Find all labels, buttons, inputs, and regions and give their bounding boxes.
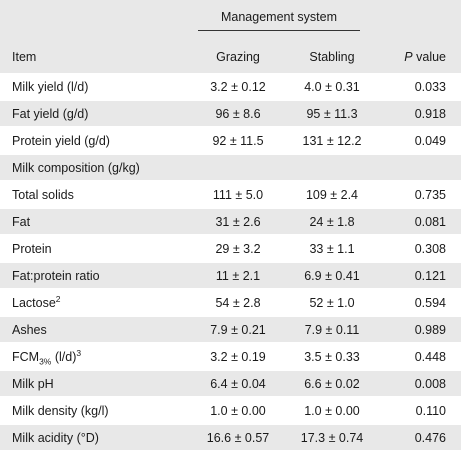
row-item-label: Ashes <box>12 323 47 337</box>
grazing-value: 1.0 ± 0.00 <box>210 404 266 418</box>
table-row: Milk pH 6.4 ± 0.04 6.6 ± 0.02 0.008 <box>0 371 461 397</box>
row-item-text: FCM <box>12 350 40 364</box>
row-item-text: Milk acidity (°D) <box>12 431 99 445</box>
grazing-value: 11 ± 2.1 <box>215 269 261 283</box>
row-item-label: Total solids <box>12 188 74 202</box>
table-row: Milk acidity (°D) 16.6 ± 0.57 17.3 ± 0.74 0… <box>0 425 461 451</box>
row-item-text: Milk density (kg/l) <box>12 404 109 418</box>
p-value: 0.081 <box>414 215 446 229</box>
stabling-value: 6.6 ± 0.02 <box>304 377 360 391</box>
p-value: 0.594 <box>414 296 446 310</box>
row-item-label: Fat yield (g/d) <box>12 107 88 121</box>
row-item-text: Total solids <box>12 188 74 202</box>
table-row: Milk composition (g/kg) <box>0 155 461 181</box>
grazing-value: 29 ± 3.2 <box>215 242 261 256</box>
row-item-text: Fat yield (g/d) <box>12 107 89 121</box>
stabling-value: 3.5 ± 0.33 <box>304 350 360 364</box>
row-item-label: Milk pH <box>12 377 54 391</box>
stabling-value: 6.9 ± 0.41 <box>304 269 360 283</box>
row-item-label: Protein yield (g/d) <box>12 134 110 148</box>
row-item-label: Protein <box>12 242 52 256</box>
row-item-label: Milk yield (l/d) <box>12 80 88 94</box>
p-value-word: value <box>412 50 446 64</box>
stabling-value: 17.3 ± 0.74 <box>300 431 364 445</box>
table-row: Lactose2 54 ± 2.8 52 ± 1.0 0.594 <box>0 290 461 316</box>
p-value: 0.033 <box>414 80 446 94</box>
grazing-column-header: Grazing <box>216 50 260 64</box>
p-value: 0.448 <box>414 350 446 364</box>
grazing-value: 3.2 ± 0.19 <box>210 350 266 364</box>
table-row: Milk yield (l/d) 3.2 ± 0.12 4.0 ± 0.31 0.03… <box>0 74 461 100</box>
table-row: Ashes 7.9 ± 0.21 7.9 ± 0.11 0.989 <box>0 317 461 343</box>
stabling-value: 7.9 ± 0.11 <box>304 323 360 337</box>
p-value: 0.008 <box>414 377 446 391</box>
table-header: Management system Item Grazing Stabling … <box>0 0 461 73</box>
group-header-rule <box>198 30 360 31</box>
stabling-value: 52 ± 1.0 <box>309 296 355 310</box>
p-value: 0.476 <box>414 431 446 445</box>
grazing-value: 16.6 ± 0.57 <box>206 431 270 445</box>
table-row: Protein yield (g/d) 92 ± 11.5 131 ± 12.2 0.… <box>0 128 461 154</box>
grazing-value: 3.2 ± 0.12 <box>210 80 266 94</box>
table-row: Total solids 111 ± 5.0 109 ± 2.4 0.735 <box>0 182 461 208</box>
stabling-value: 24 ± 1.8 <box>309 215 355 229</box>
stabling-column-header: Stabling <box>309 50 355 64</box>
p-value-column-header: P value <box>390 50 446 64</box>
grazing-value: 7.9 ± 0.21 <box>210 323 266 337</box>
row-item-text: Ashes <box>12 323 47 337</box>
table-row: Fat:protein ratio 11 ± 2.1 6.9 ± 0.41 0.121 <box>0 263 461 289</box>
stabling-value: 33 ± 1.1 <box>309 242 355 256</box>
p-value: 0.735 <box>414 188 446 202</box>
p-value: 0.308 <box>414 242 446 256</box>
table-row: Fat 31 ± 2.6 24 ± 1.8 0.081 <box>0 209 461 235</box>
row-item-unit: (l/d) <box>51 350 77 364</box>
row-item-label: Lactose2 <box>12 293 61 310</box>
row-item-label: Milk composition (g/kg) <box>12 161 140 175</box>
row-item-label: Milk acidity (°D) <box>12 431 99 445</box>
p-value: 0.049 <box>414 134 446 148</box>
stabling-value: 4.0 ± 0.31 <box>304 80 360 94</box>
row-item-text: Protein yield (g/d) <box>12 134 110 148</box>
stabling-value: 95 ± 11.3 <box>306 107 358 121</box>
row-item-text: Lactose <box>12 296 56 310</box>
row-item-footnote-mark: 2 <box>55 293 61 304</box>
p-value: 0.918 <box>414 107 446 121</box>
grazing-value: 92 ± 11.5 <box>212 134 264 148</box>
grazing-value: 96 ± 8.6 <box>215 107 261 121</box>
stabling-value: 1.0 ± 0.00 <box>304 404 360 418</box>
management-system-header: Management system <box>220 10 338 24</box>
row-item-footnote-mark: 3 <box>76 347 82 358</box>
row-item-text: Fat:protein ratio <box>12 269 100 283</box>
table-row: FCM3% (l/d)3 3.2 ± 0.19 3.5 ± 0.33 0.448 <box>0 344 461 370</box>
stabling-value: 109 ± 2.4 <box>305 188 359 202</box>
table-row: Fat yield (g/d) 96 ± 8.6 95 ± 11.3 0.918 <box>0 101 461 127</box>
row-item-text: Milk composition (g/kg) <box>12 161 140 175</box>
row-item-label: FCM3% (l/d)3 <box>12 347 82 367</box>
p-value: 0.989 <box>414 323 446 337</box>
p-letter: P <box>404 50 413 64</box>
row-item-label: Fat <box>12 215 30 229</box>
row-item-text: Milk yield (l/d) <box>12 80 89 94</box>
grazing-value: 31 ± 2.6 <box>215 215 261 229</box>
row-item-text: Milk pH <box>12 377 54 391</box>
grazing-value: 111 ± 5.0 <box>212 188 264 202</box>
row-item-subscript: 3% <box>39 356 52 367</box>
row-item-label: Milk density (kg/l) <box>12 404 109 418</box>
item-column-header: Item <box>12 50 37 64</box>
stabling-value: 131 ± 12.2 <box>302 134 362 148</box>
row-item-label: Fat:protein ratio <box>12 269 100 283</box>
table-row: Milk density (kg/l) 1.0 ± 0.00 1.0 ± 0.00 0… <box>0 398 461 424</box>
grazing-value: 54 ± 2.8 <box>215 296 261 310</box>
table-row: Protein 29 ± 3.2 33 ± 1.1 0.308 <box>0 236 461 262</box>
p-value: 0.110 <box>415 404 446 418</box>
row-item-text: Fat <box>12 215 31 229</box>
row-item-text: Protein <box>12 242 52 256</box>
p-value: 0.121 <box>414 269 446 283</box>
grazing-value: 6.4 ± 0.04 <box>210 377 266 391</box>
